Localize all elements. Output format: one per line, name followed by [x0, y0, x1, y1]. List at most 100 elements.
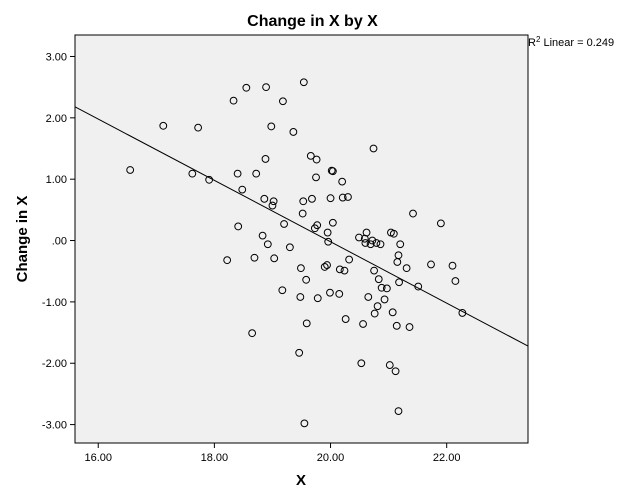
data-point	[361, 239, 370, 247]
data-point	[364, 293, 373, 301]
data-point	[300, 419, 309, 428]
data-point	[302, 275, 311, 284]
data-point	[392, 321, 401, 330]
data-point	[344, 193, 352, 201]
data-point	[260, 194, 269, 203]
data-point	[355, 233, 363, 242]
data-point	[326, 288, 334, 297]
data-point	[205, 175, 214, 184]
r2-label-prefix: R	[528, 37, 536, 49]
data-point	[295, 348, 304, 357]
data-point	[451, 277, 460, 285]
data-point	[250, 253, 259, 262]
data-point	[229, 96, 238, 105]
data-point	[370, 309, 379, 318]
axis-ticks	[70, 55, 448, 448]
data-point	[278, 286, 287, 295]
data-point	[427, 260, 435, 269]
data-point	[394, 251, 403, 260]
data-point	[395, 278, 403, 287]
data-point	[298, 209, 307, 218]
data-point	[357, 359, 366, 368]
tick-labels: 16.00 18.00 20.00 22.00 3.00 2.00 1.00 .00 -1.00…	[42, 51, 461, 464]
data-points	[126, 78, 467, 428]
data-point	[270, 254, 279, 263]
data-point	[409, 209, 417, 218]
data-point	[313, 221, 322, 230]
data-point	[299, 78, 308, 87]
data-point	[296, 293, 305, 301]
data-point	[320, 263, 329, 271]
data-point	[340, 266, 349, 275]
plot-area	[74, 34, 529, 444]
data-point	[385, 361, 394, 369]
data-point	[280, 220, 288, 228]
data-point	[302, 319, 311, 328]
y-tick-label: -3.00	[42, 420, 67, 432]
data-point	[308, 194, 316, 203]
data-point	[188, 169, 197, 178]
data-point	[458, 309, 467, 317]
x-tick-label: 18.00	[201, 452, 229, 464]
data-point	[345, 255, 354, 264]
data-point	[269, 197, 278, 206]
data-point	[382, 284, 391, 293]
data-point	[252, 169, 261, 178]
data-point	[380, 295, 389, 304]
data-point	[194, 123, 203, 132]
data-point	[313, 294, 322, 303]
data-point	[279, 97, 287, 106]
data-point	[267, 122, 276, 131]
data-point	[338, 177, 347, 186]
data-point	[377, 283, 386, 292]
data-point	[261, 155, 270, 163]
x-axis-label: X	[296, 472, 306, 489]
chart-title: Change in X by X	[247, 13, 378, 30]
y-tick-label: -1.00	[42, 297, 67, 309]
y-tick-label: 2.00	[46, 113, 67, 125]
data-point	[328, 167, 337, 176]
data-point	[326, 194, 335, 203]
data-point	[234, 222, 243, 231]
data-point	[233, 169, 242, 178]
data-point	[335, 290, 344, 298]
data-point	[362, 228, 371, 237]
data-point	[297, 264, 305, 273]
data-point	[324, 237, 333, 246]
data-point	[370, 266, 378, 275]
data-point	[223, 256, 232, 265]
data-point	[242, 83, 251, 92]
data-point	[159, 121, 168, 130]
data-point	[368, 236, 377, 245]
data-point	[328, 218, 337, 227]
data-point	[359, 320, 367, 328]
r2-label-sup: 2	[536, 35, 541, 44]
data-point	[341, 315, 350, 323]
data-point	[335, 265, 344, 274]
data-point	[338, 193, 347, 202]
y-tick-label: 1.00	[46, 174, 67, 186]
data-point	[388, 308, 397, 317]
data-point	[376, 240, 385, 249]
x-tick-label: 22.00	[433, 452, 461, 464]
data-point	[373, 302, 382, 311]
data-point	[369, 144, 378, 153]
data-point	[366, 240, 375, 249]
data-point	[402, 264, 411, 273]
data-point	[448, 261, 457, 270]
data-point	[323, 261, 331, 269]
data-point	[323, 228, 332, 237]
data-point	[436, 219, 445, 228]
fit-line	[74, 106, 529, 347]
data-point	[238, 185, 247, 194]
data-point	[126, 166, 135, 174]
r2-label-suffix: Linear = 0.249	[540, 37, 614, 49]
data-point	[306, 151, 315, 160]
x-tick-label: 16.00	[84, 452, 112, 464]
data-point	[312, 173, 320, 182]
data-point	[258, 231, 267, 240]
data-point	[405, 323, 414, 331]
data-point	[414, 282, 423, 291]
data-point	[389, 229, 398, 238]
